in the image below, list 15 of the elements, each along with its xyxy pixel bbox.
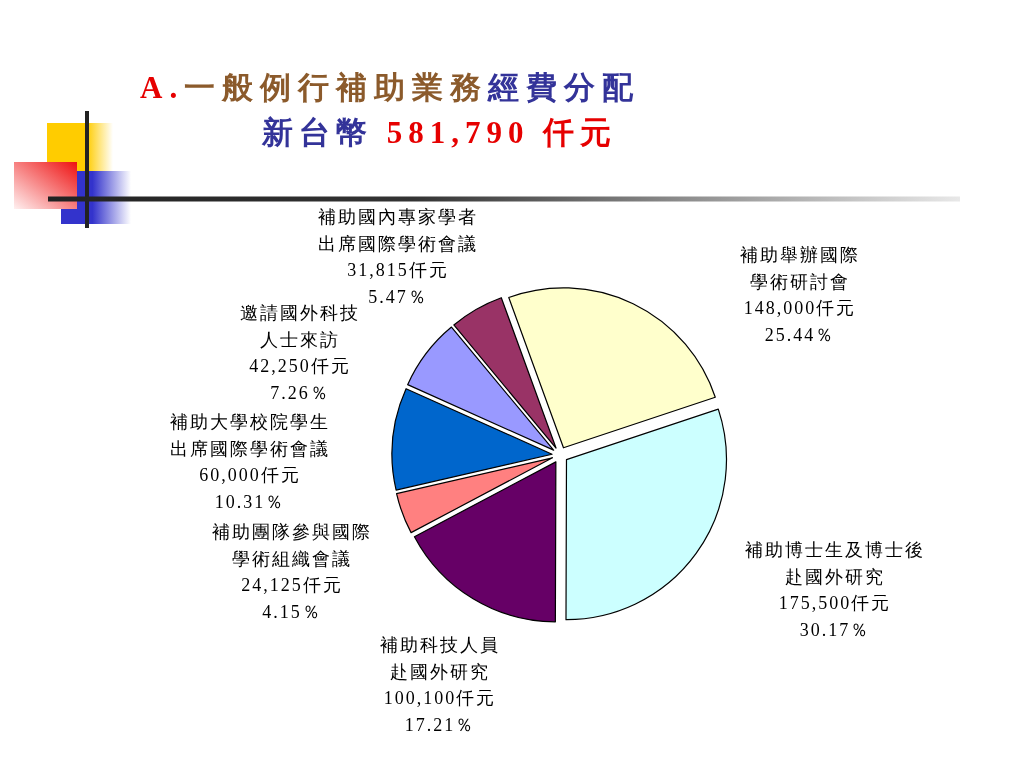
slice-label: 補助國內專家學者出席國際學術會議 [318,207,478,254]
data-label: 60,000仟元 10.31％ [199,465,301,512]
slice-label: 補助博士生及博士後赴國外研究 [745,540,925,587]
data-label: 100,100仟元 17.21％ [383,688,497,735]
chart-subtitle: 新台幣 581,790 仟元 [261,115,618,150]
slice-label: 補助科技人員赴國外研究 [380,635,500,682]
slice-label: 補助大學校院學生出席國際學術會議 [170,412,330,459]
data-label: 42,250仟元 7.26％ [249,356,351,403]
data-label: 175,500仟元 30.17％ [778,593,892,640]
slice-label: 邀請國外科技人士來訪 [240,303,360,350]
data-label: 148,000仟元 25.44％ [743,298,857,345]
slice-label: 補助團隊參與國際學術組織會議 [212,522,372,569]
chart-title: A.一般例行補助業務經費分配 [140,70,641,105]
slice-label: 補助舉辦國際學術研討會 [740,245,860,292]
data-label: 24,125仟元 4.15％ [241,575,343,622]
